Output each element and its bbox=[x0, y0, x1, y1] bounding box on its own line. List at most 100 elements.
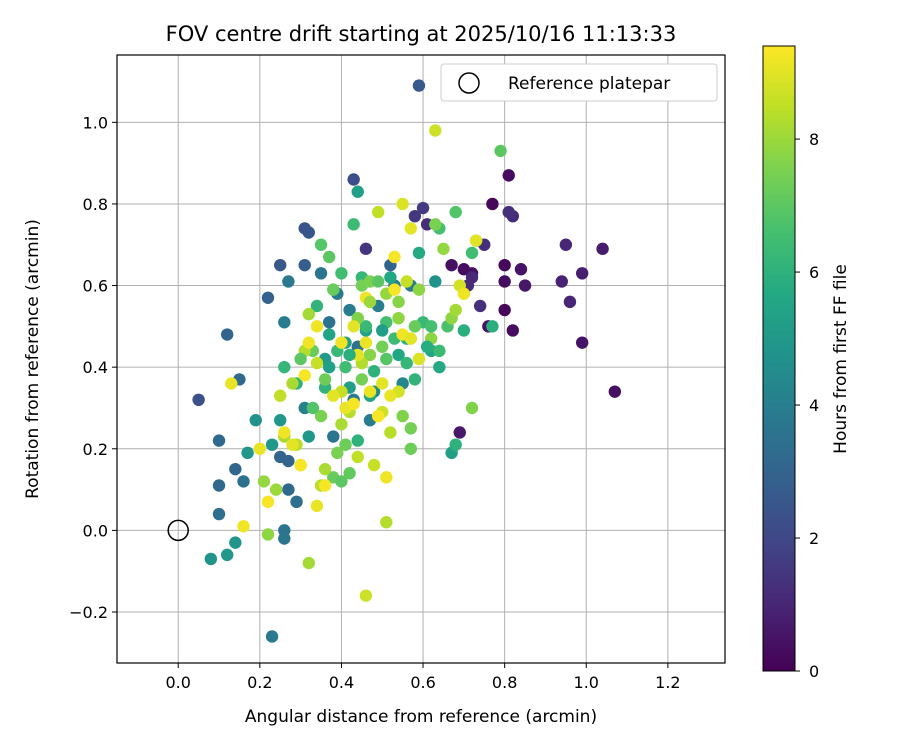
scatter-point bbox=[265, 438, 279, 451]
scatter-point bbox=[404, 332, 417, 345]
scatter-point bbox=[465, 401, 479, 415]
scatter-point bbox=[498, 275, 511, 288]
scatter-point bbox=[257, 475, 271, 488]
y-axis-label: Rotation from reference (arcmin) bbox=[23, 219, 43, 499]
scatter-point bbox=[322, 328, 336, 341]
scatter-point bbox=[429, 218, 442, 231]
legend: Reference platepar bbox=[440, 63, 718, 102]
scatter-point bbox=[212, 434, 226, 447]
scatter-point bbox=[351, 450, 364, 464]
scatter-point bbox=[596, 242, 609, 256]
scatter-point bbox=[367, 365, 381, 378]
scatter-point bbox=[359, 320, 373, 333]
scatter-point bbox=[380, 516, 393, 529]
scatter-point bbox=[343, 348, 356, 362]
scatter-point bbox=[229, 462, 242, 476]
scatter-point bbox=[339, 438, 352, 451]
scatter-point bbox=[392, 348, 405, 362]
scatter-point bbox=[359, 336, 373, 349]
y-tick-label: 0.6 bbox=[83, 277, 108, 296]
scatter-point bbox=[322, 360, 336, 374]
y-tick-label: 0.2 bbox=[83, 440, 108, 459]
y-tick-label: 1.0 bbox=[83, 113, 108, 132]
scatter-point bbox=[335, 418, 348, 431]
scatter-point bbox=[253, 442, 267, 455]
scatter-point bbox=[261, 528, 275, 541]
scatter-point bbox=[514, 263, 528, 276]
scatter-point bbox=[310, 356, 324, 370]
colorbar-tick-label: 2 bbox=[809, 529, 819, 548]
scatter-point bbox=[347, 397, 360, 411]
scatter-point bbox=[347, 173, 360, 186]
y-tick-label: 0.0 bbox=[83, 521, 108, 540]
scatter-point bbox=[371, 409, 385, 423]
scatter-point bbox=[314, 409, 328, 423]
scatter-point bbox=[506, 324, 520, 337]
scatter-point bbox=[269, 483, 283, 496]
x-tick-label: 0.4 bbox=[329, 673, 354, 692]
scatter-point bbox=[433, 360, 446, 374]
scatter-point bbox=[335, 336, 348, 349]
scatter-point bbox=[408, 320, 422, 333]
chart-title: FOV centre drift starting at 2025/10/16 … bbox=[166, 22, 677, 46]
scatter-point bbox=[559, 238, 573, 251]
x-tick-label: 1.0 bbox=[574, 673, 599, 692]
x-axis-label: Angular distance from reference (arcmin) bbox=[245, 707, 597, 727]
scatter-point bbox=[412, 79, 426, 92]
scatter-point bbox=[298, 258, 311, 272]
scatter-point bbox=[563, 295, 577, 309]
scatter-point bbox=[225, 377, 238, 390]
scatter-point bbox=[278, 360, 291, 374]
scatter-point bbox=[404, 442, 417, 455]
scatter-point bbox=[404, 222, 417, 235]
scatter-point bbox=[359, 589, 373, 602]
y-tick-label: −0.2 bbox=[69, 603, 108, 622]
x-tick-label: 0.0 bbox=[165, 673, 190, 692]
scatter-point bbox=[322, 250, 336, 264]
scatter-point bbox=[351, 434, 364, 447]
scatter-point bbox=[486, 320, 499, 333]
scatter-point bbox=[445, 258, 458, 272]
scatter-point bbox=[335, 267, 348, 280]
scatter-point bbox=[347, 218, 360, 231]
scatter-point bbox=[518, 279, 532, 292]
scatter-point bbox=[314, 238, 328, 251]
scatter-point bbox=[575, 336, 589, 349]
scatter-point bbox=[473, 299, 487, 313]
scatter-point bbox=[318, 479, 332, 492]
scatter-point bbox=[331, 446, 344, 460]
scatter-point bbox=[302, 430, 315, 443]
scatter-point bbox=[310, 299, 324, 313]
colorbar-tick-label: 6 bbox=[809, 263, 819, 282]
scatter-point bbox=[229, 536, 242, 549]
colorbar: 0 2 4 6 8 Hours from first FF file bbox=[762, 45, 851, 681]
scatter-point bbox=[302, 336, 315, 349]
scatter-point bbox=[453, 426, 466, 439]
scatter-point bbox=[384, 426, 397, 439]
scatter-point bbox=[412, 283, 426, 296]
scatter-point bbox=[388, 283, 401, 296]
scatter-point bbox=[274, 414, 287, 427]
y-tick-label: 0.8 bbox=[83, 195, 108, 214]
plot-frame bbox=[116, 54, 726, 664]
scatter-point bbox=[392, 295, 405, 309]
reference-marker bbox=[167, 519, 189, 542]
scatter-point bbox=[290, 495, 303, 509]
scatter-point bbox=[486, 197, 499, 211]
scatter-point bbox=[396, 197, 409, 211]
scatter-point bbox=[327, 430, 340, 443]
scatter-point bbox=[302, 307, 315, 321]
colorbar-tick-label: 4 bbox=[809, 396, 819, 415]
y-axis-ticks: −0.2 0.0 0.2 0.4 0.6 0.8 1.0 bbox=[69, 113, 117, 622]
scatter-point bbox=[363, 295, 377, 309]
scatter-point bbox=[343, 303, 356, 317]
scatter-point bbox=[282, 275, 295, 288]
scatter-point bbox=[318, 373, 332, 386]
legend-entry: Reference platepar bbox=[508, 74, 670, 94]
scatter-point bbox=[261, 291, 275, 304]
scatter-point bbox=[457, 287, 471, 300]
scatter-point bbox=[392, 311, 405, 325]
scatter-point bbox=[249, 414, 262, 427]
scatter-point bbox=[408, 373, 422, 386]
scatter-point bbox=[212, 507, 226, 521]
